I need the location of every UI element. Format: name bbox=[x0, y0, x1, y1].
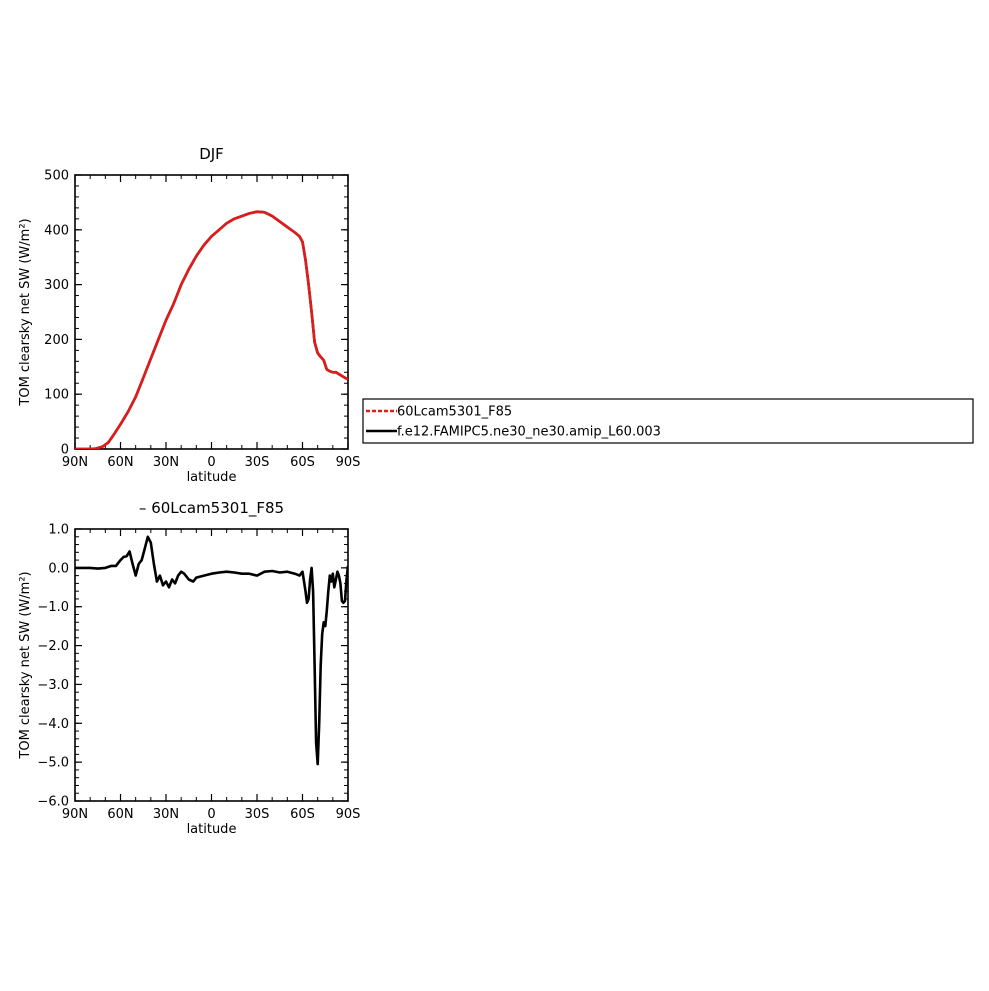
x-tick-label: 30S bbox=[245, 807, 270, 822]
x-tick-label: 60S bbox=[290, 807, 315, 822]
x-tick-label: 60N bbox=[107, 807, 133, 822]
top-chart: DJF 90N 60N 30N 0 30S 60S 90S 0 100 200 300 400 500 la… bbox=[18, 145, 360, 485]
y-tick-label: −2.0 bbox=[37, 639, 69, 654]
series-line-1 bbox=[75, 210, 348, 449]
y-tick-label: 100 bbox=[44, 388, 69, 403]
y-tick-label: 400 bbox=[44, 223, 69, 238]
plot-frame bbox=[74, 174, 349, 450]
series-line-1 bbox=[75, 535, 348, 766]
x-tick-label: 90N bbox=[62, 807, 88, 822]
y-tick-label: 200 bbox=[44, 333, 69, 348]
legend: 60Lcam5301_F85 f.e12.FAMIPC5.ne30_ne30.am… bbox=[362, 398, 974, 444]
y-tick-label: 300 bbox=[44, 278, 69, 293]
x-axis-label: latitude bbox=[187, 470, 237, 485]
y-tick-label: 500 bbox=[44, 169, 69, 184]
y-tick-label: 1.0 bbox=[48, 523, 69, 538]
x-tick-label: 0 bbox=[207, 807, 215, 822]
legend-box bbox=[362, 398, 974, 444]
y-tick-label: 0 bbox=[61, 443, 69, 458]
x-tick-label: 90N bbox=[62, 455, 88, 470]
y-tick-label: −6.0 bbox=[37, 795, 69, 810]
x-tick-label: 90S bbox=[336, 455, 361, 470]
y-tick-label: 0.0 bbox=[48, 561, 69, 576]
x-tick-label: 60S bbox=[290, 455, 315, 470]
x-tick-label: 60N bbox=[107, 455, 133, 470]
legend-label: 60Lcam5301_F85 bbox=[397, 405, 512, 420]
x-tick-label: 30N bbox=[153, 455, 179, 470]
bottom-chart: – 60Lcam5301_F85 90N 60N 30N 0 30S 60S 90S 1.0 0.… bbox=[18, 499, 360, 837]
y-axis-label: TOM clearsky net SW (W/m²) bbox=[18, 571, 33, 759]
x-tick-label: 90S bbox=[336, 807, 361, 822]
y-tick-label: −5.0 bbox=[37, 756, 69, 771]
y-axis-label: TOM clearsky net SW (W/m²) bbox=[18, 218, 33, 406]
chart-title: DJF bbox=[199, 145, 224, 163]
y-tick-label: −4.0 bbox=[37, 717, 69, 732]
chart-title: – 60Lcam5301_F85 bbox=[139, 499, 284, 518]
x-tick-label: 30N bbox=[153, 807, 179, 822]
series-line-2 bbox=[75, 210, 348, 449]
legend-label: f.e12.FAMIPC5.ne30_ne30.amip_L60.003 bbox=[397, 425, 661, 440]
x-tick-label: 30S bbox=[245, 455, 270, 470]
y-tick-label: −1.0 bbox=[37, 600, 69, 615]
plot-frame bbox=[74, 528, 349, 802]
y-tick-label: −3.0 bbox=[37, 678, 69, 693]
x-tick-label: 0 bbox=[207, 455, 215, 470]
x-axis-label: latitude bbox=[187, 822, 237, 837]
